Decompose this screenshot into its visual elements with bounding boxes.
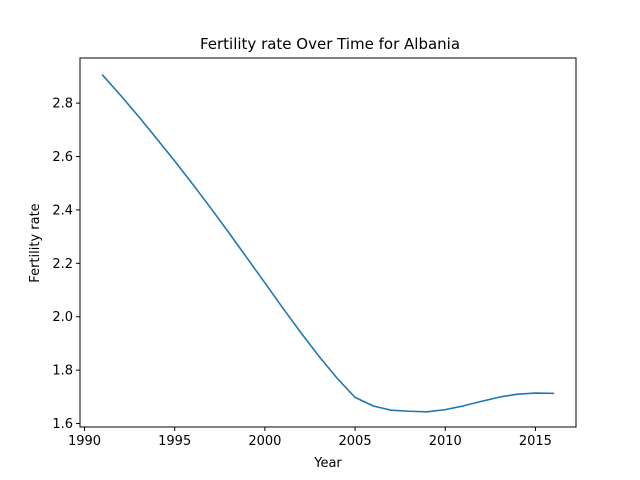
- y-tick-label: 2.4: [52, 203, 73, 218]
- y-tick-label: 2.6: [52, 150, 73, 165]
- y-tick-label: 1.8: [52, 364, 73, 379]
- y-tick-label: 2.2: [52, 257, 73, 272]
- x-tick-label: 2015: [519, 434, 552, 449]
- y-tick-label: 2.0: [52, 310, 73, 325]
- x-tick-label: 2010: [429, 434, 462, 449]
- plot-area: [79, 57, 577, 428]
- y-tick-label: 1.6: [52, 417, 73, 432]
- x-axis-label: Year: [313, 456, 342, 471]
- y-tick-label: 2.8: [52, 97, 73, 112]
- x-tick-label: 1990: [68, 434, 101, 449]
- series-line: [101, 73, 555, 413]
- x-axis-ticks: 1990 1995 2000 2005 2010 2015: [68, 427, 552, 449]
- y-axis-ticks: 1.6 1.8 2.0 2.2 2.4 2.6 2.8: [52, 97, 80, 432]
- x-tick-label: 2000: [248, 434, 281, 449]
- chart-title: Fertility rate Over Time for Albania: [200, 35, 460, 53]
- x-tick-label: 1995: [158, 434, 191, 449]
- series-layer: [101, 73, 555, 413]
- x-tick-label: 2005: [339, 434, 372, 449]
- y-axis-label: Fertility rate: [28, 203, 43, 282]
